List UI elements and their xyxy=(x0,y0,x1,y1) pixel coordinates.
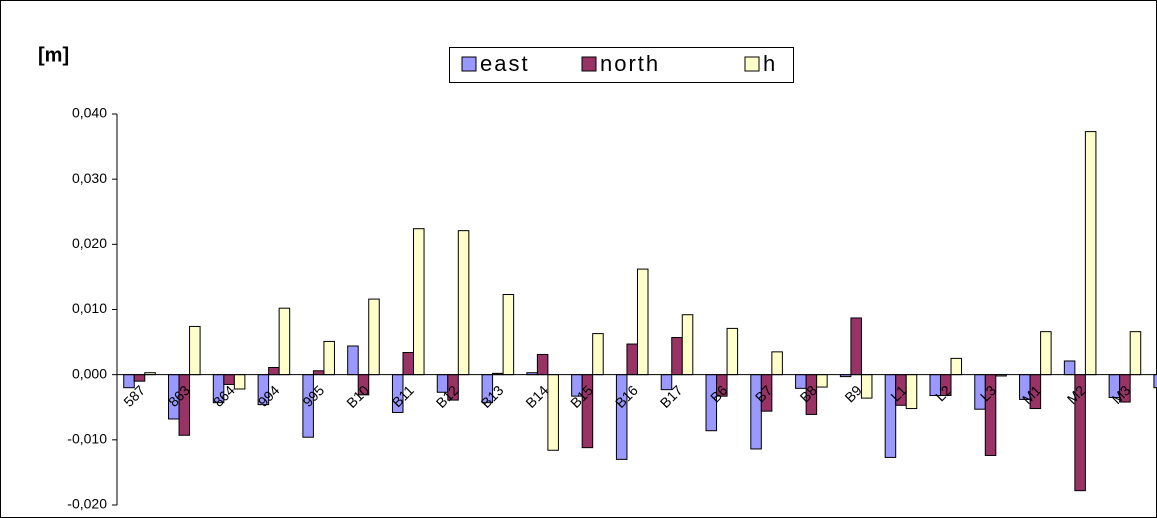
bar xyxy=(1040,331,1052,376)
bar xyxy=(1063,360,1076,376)
bar xyxy=(547,374,559,451)
bar xyxy=(347,345,359,376)
y-tick-label: 0,020 xyxy=(72,235,107,251)
y-tick-label: 0,030 xyxy=(72,170,107,186)
bar xyxy=(368,298,380,376)
y-tick-label: -0,020 xyxy=(67,496,107,512)
bar xyxy=(681,314,694,376)
legend-swatch xyxy=(744,56,760,72)
bar xyxy=(1153,374,1157,389)
y-axis-label: [m] xyxy=(38,44,69,66)
y-tick-label: -0,010 xyxy=(67,431,107,447)
bar xyxy=(268,366,280,376)
bar xyxy=(502,294,515,376)
bar xyxy=(1129,331,1142,376)
bar xyxy=(233,374,246,390)
bar xyxy=(402,352,415,376)
bar xyxy=(905,374,918,410)
bar xyxy=(189,325,201,376)
bar xyxy=(726,327,739,376)
bar xyxy=(413,228,425,376)
y-tick-label: 0,010 xyxy=(72,300,107,316)
bar xyxy=(850,317,862,376)
y-tick-label: 0,000 xyxy=(72,365,107,381)
bar xyxy=(312,370,325,376)
bar xyxy=(278,307,291,376)
legend-swatch xyxy=(461,56,477,72)
legend-label: h xyxy=(763,51,777,76)
bar xyxy=(457,230,470,376)
bar xyxy=(950,357,963,376)
x-tick-label: M4 xyxy=(1153,382,1157,407)
bar xyxy=(636,268,649,376)
y-tick-label: 0,040 xyxy=(72,105,107,121)
legend-swatch xyxy=(581,56,597,72)
bar xyxy=(323,340,335,376)
bar xyxy=(671,337,683,376)
legend-label: east xyxy=(480,51,530,76)
bar xyxy=(771,351,783,376)
bar xyxy=(536,353,549,376)
bar xyxy=(816,374,828,388)
bar xyxy=(1084,131,1097,376)
legend-label: north xyxy=(600,51,660,76)
bar xyxy=(592,333,604,376)
legend-box xyxy=(449,47,794,83)
bar xyxy=(133,374,146,382)
bar xyxy=(626,343,638,376)
